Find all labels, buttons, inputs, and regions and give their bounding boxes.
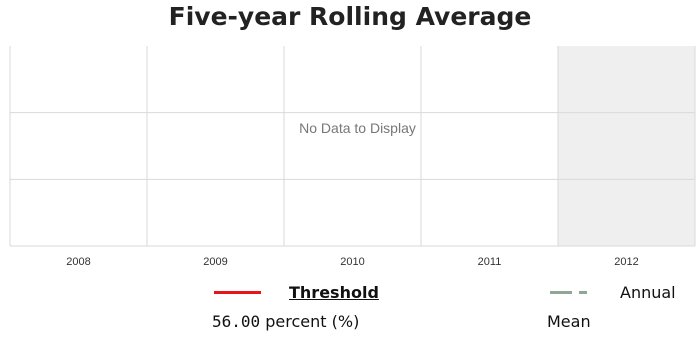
x-tick-label: 2012 — [614, 256, 638, 268]
no-data-message: No Data to Display — [299, 120, 416, 136]
chart-title: Five-year Rolling Average — [168, 2, 532, 31]
legend-annual-mean-dash — [579, 291, 587, 294]
threshold-unit: percent (%) — [265, 312, 360, 331]
x-tick-label: 2011 — [478, 256, 502, 268]
x-tick-label: 2010 — [340, 256, 364, 268]
legend-annual-mean-dash — [550, 291, 572, 294]
legend-threshold-line — [214, 291, 261, 294]
legend-annual-mean-label-line1: Annual — [620, 283, 676, 302]
x-tick-label: 2008 — [66, 256, 90, 268]
legend-threshold-label: Threshold — [289, 283, 379, 302]
x-tick-label: 2009 — [203, 256, 227, 268]
highlight-band — [558, 46, 695, 246]
threshold-number: 56.00 — [212, 312, 261, 331]
legend-annual-mean-label-line2: Mean — [547, 312, 591, 331]
legend-threshold-value: 56.00 percent (%) — [212, 312, 359, 331]
